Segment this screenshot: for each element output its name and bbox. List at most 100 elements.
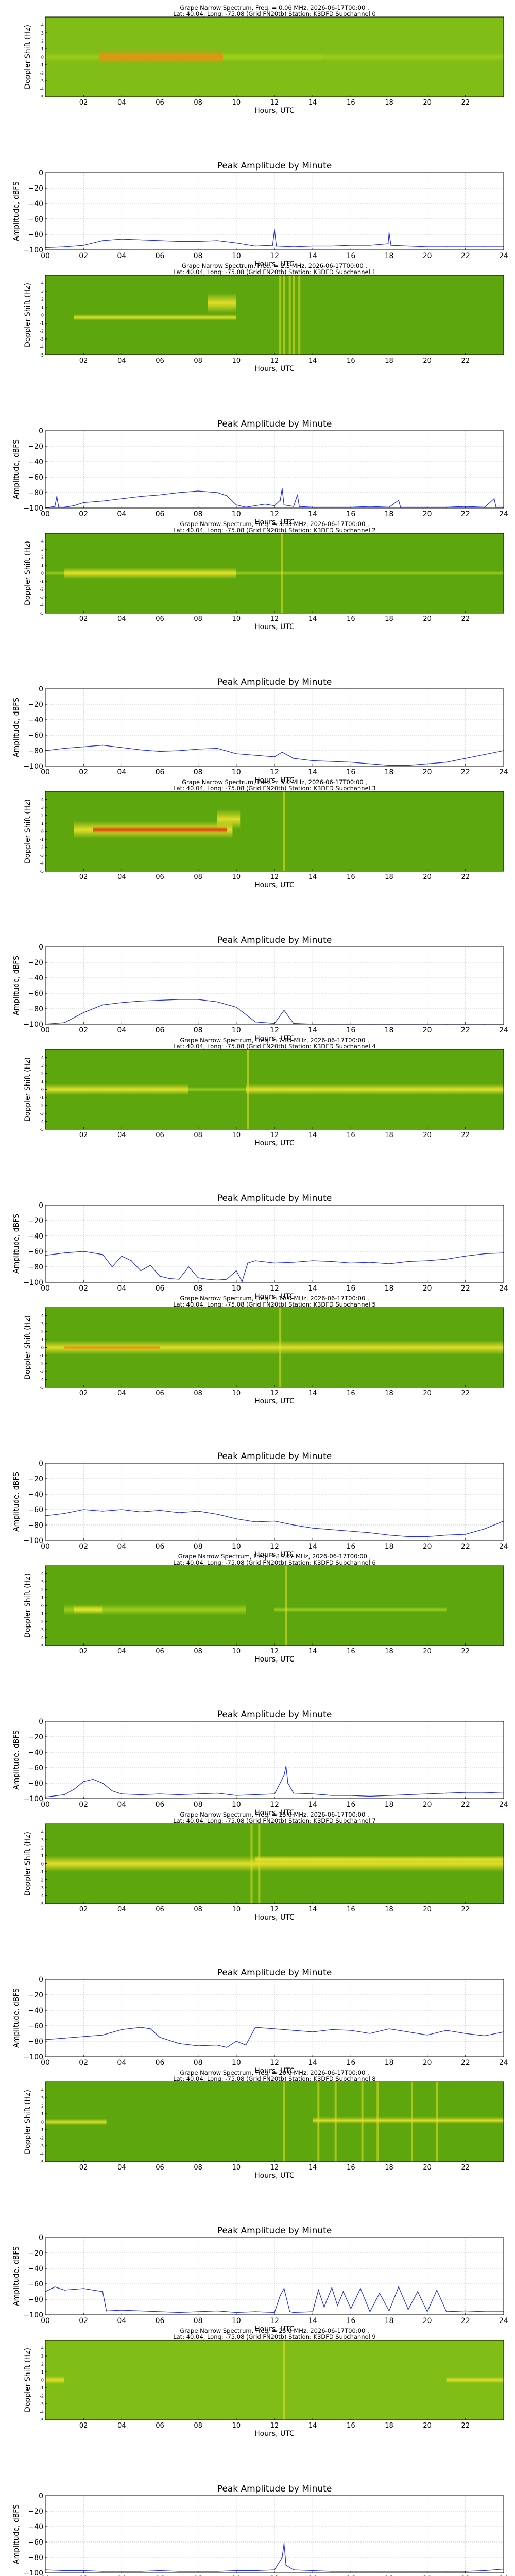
spectrum-x-tick-label: 02: [79, 1906, 88, 1913]
amplitude-point: [255, 2570, 256, 2571]
amplitude-point: [178, 2043, 180, 2044]
spectrum-interference-stripe: [258, 1824, 261, 1904]
amplitude-point: [255, 2311, 256, 2312]
amplitude-point: [235, 1270, 237, 1272]
amplitude-point: [197, 1511, 199, 1512]
spectrum-y-tick-label: 2: [41, 297, 44, 302]
amplitude-x-tick-label: 06: [156, 768, 165, 776]
amplitude-x-tick-label: 16: [346, 510, 355, 518]
amplitude-point: [178, 750, 180, 751]
amplitude-x-tick-label: 24: [499, 1284, 508, 1293]
amplitude-point: [235, 2312, 237, 2313]
spectrum-y-tick-label: 0: [41, 829, 44, 834]
spectrum-y-tick-label: -2: [40, 587, 44, 592]
spectrum-plot: [45, 275, 504, 355]
amplitude-point: [64, 748, 65, 749]
amplitude-x-tick-label: 02: [79, 1284, 88, 1293]
amplitude-point: [426, 1260, 428, 1261]
spectrum-plot: [45, 533, 504, 613]
amplitude-point: [274, 1793, 275, 1794]
amplitude-point: [159, 999, 161, 1001]
spectrum-x-tick-label: 22: [461, 2164, 470, 2172]
amplitude-point: [465, 1792, 466, 1793]
amplitude-point: [102, 2291, 104, 2292]
amplitude-x-axis-label: Hours, UTC: [254, 1551, 295, 1559]
amplitude-x-tick-label: 04: [117, 1284, 126, 1293]
amplitude-y-tick-label: −40: [28, 2007, 43, 2015]
amplitude-y-tick-label: −80: [28, 489, 43, 497]
amplitude-y-tick-label: 0: [39, 427, 43, 435]
amplitude-y-axis-label: Amplitude, dBFS: [12, 1214, 21, 1274]
spectrum-subtitle: Lat: 40.04, Long: -75.08 (Grid FN20tb) S…: [173, 1817, 376, 1824]
spectrum-x-axis-label: Hours, UTC: [254, 1913, 295, 1922]
amplitude-point: [350, 2308, 352, 2309]
amplitude-point: [64, 506, 65, 508]
spectrum-interference-stripe: [293, 275, 295, 355]
amplitude-point: [197, 749, 199, 750]
spectrum-y-tick-label: -1: [40, 2128, 44, 2132]
amplitude-point: [445, 761, 447, 763]
amplitude-y-tick-label: 0: [39, 1976, 43, 1984]
spectrum-x-tick-label: 14: [308, 1131, 317, 1139]
amplitude-point: [388, 1263, 390, 1264]
amplitude-point: [121, 1793, 123, 1794]
amplitude-point: [235, 2570, 237, 2571]
amplitude-x-tick-label: 22: [461, 1284, 470, 1293]
amplitude-x-tick-label: 04: [117, 252, 126, 260]
amplitude-point: [407, 2571, 409, 2572]
spectrum-panel-8: Grape Narrow Spectrum, Freq. = 20.0 MHz,…: [24, 2069, 504, 2180]
amplitude-point: [388, 1795, 390, 1796]
amplitude-x-axis-label: Hours, UTC: [254, 2325, 295, 2333]
spectrum-y-tick-label: 0: [41, 571, 44, 576]
spectrum-signal-band: [98, 49, 223, 64]
amplitude-point: [388, 2028, 390, 2029]
amplitude-x-tick-label: 02: [79, 1026, 88, 1035]
amplitude-frame: [45, 688, 504, 767]
amplitude-x-tick-label: 00: [41, 2575, 50, 2576]
amplitude-point: [140, 2027, 142, 2028]
amplitude-x-tick-label: 10: [232, 2575, 241, 2576]
amplitude-panel-1: Peak Amplitude by Minute 00 02 04 06 08 10 12 14…: [12, 419, 508, 527]
spectrum-x-tick-label: 06: [156, 1648, 164, 1655]
amplitude-y-tick-label: −80: [28, 2554, 43, 2562]
amplitude-y-axis-label: Amplitude, dBFS: [12, 956, 21, 1015]
amplitude-point: [484, 506, 485, 508]
spectrum-y-tick-label: 2: [41, 39, 44, 44]
spectrum-y-tick-label: 4: [41, 1830, 44, 1835]
spectrum-interference-stripe: [250, 1824, 253, 1904]
amplitude-series-line: [45, 2027, 504, 2048]
spectrum-plot: [45, 2082, 504, 2162]
spectrum-y-tick-label: -5: [40, 1643, 44, 1648]
amplitude-point: [83, 1509, 84, 1510]
amplitude-point: [255, 2027, 256, 2028]
spectrum-x-tick-label: 06: [156, 615, 164, 623]
spectrum-x-tick-label: 10: [232, 615, 241, 623]
spectrum-y-tick-label: -2: [40, 329, 44, 334]
spectrum-y-tick-label: 1: [41, 1337, 44, 1342]
amplitude-point: [312, 2031, 314, 2032]
amplitude-y-tick-label: −20: [28, 2249, 43, 2258]
spectrum-y-tick-label: -3: [40, 853, 44, 858]
amplitude-y-tick-label: −100: [24, 2053, 43, 2061]
amplitude-point: [235, 753, 237, 754]
amplitude-point: [398, 2286, 399, 2287]
amplitude-x-tick-label: 02: [79, 2317, 88, 2325]
amplitude-y-axis-label: Amplitude, dBFS: [12, 181, 21, 241]
spectrum-x-tick-label: 02: [79, 615, 88, 623]
spectrum-x-tick-label: 18: [385, 1906, 393, 1913]
amplitude-point: [445, 2030, 447, 2031]
amplitude-point: [92, 1778, 94, 1780]
amplitude-panel-6: Peak Amplitude by Minute 00 02 04 06 08 10 12 14…: [12, 1709, 508, 1817]
amplitude-point: [159, 751, 161, 752]
amplitude-point: [54, 2286, 56, 2287]
amplitude-point: [331, 2571, 333, 2572]
amplitude-point: [64, 1513, 65, 1514]
amplitude-point: [255, 505, 256, 506]
amplitude-point: [83, 502, 84, 503]
amplitude-point: [111, 1790, 113, 1791]
spectrum-x-tick-label: 10: [232, 2164, 241, 2172]
spectrum-x-axis-label: Hours, UTC: [254, 1139, 295, 1147]
amplitude-point: [274, 1262, 275, 1264]
amplitude-y-tick-label: −60: [28, 2280, 43, 2289]
spectrum-y-tick-label: 1: [41, 1596, 44, 1600]
